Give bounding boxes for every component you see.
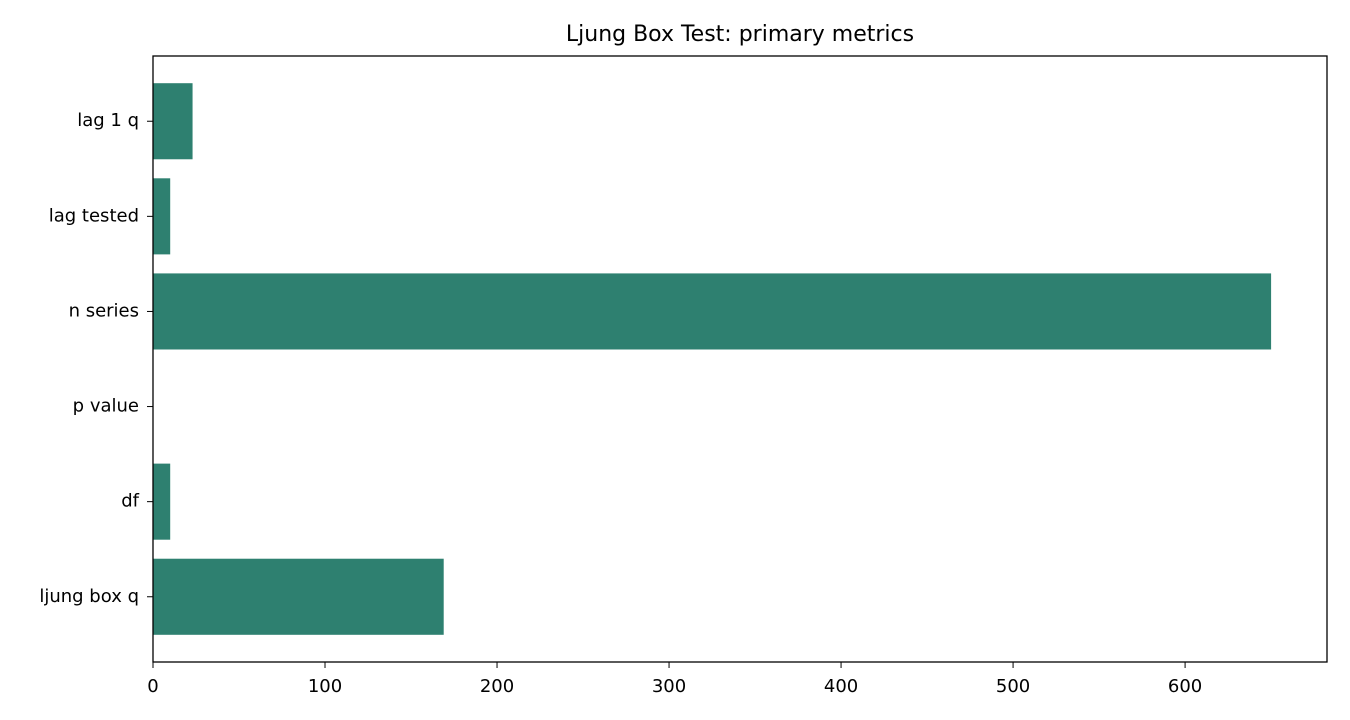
- y-tick-label: p value: [73, 396, 139, 417]
- x-tick-label: 600: [1168, 676, 1202, 697]
- y-tick-label: n series: [69, 300, 139, 321]
- x-tick-label: 200: [480, 676, 514, 697]
- x-tick-label: 0: [147, 676, 158, 697]
- bar: [153, 83, 193, 160]
- y-tick-label: df: [121, 491, 139, 512]
- y-tick-label: ljung box q: [39, 586, 139, 607]
- x-tick-label: 400: [824, 676, 858, 697]
- bar: [153, 463, 171, 540]
- y-tick-label: lag tested: [49, 205, 139, 226]
- bar: [153, 273, 1272, 350]
- plot-frame: [152, 55, 1328, 663]
- x-tick-label: 100: [308, 676, 342, 697]
- x-tick-label: 500: [996, 676, 1030, 697]
- bar: [153, 558, 444, 635]
- x-tick-label: 300: [652, 676, 686, 697]
- bar: [153, 178, 171, 255]
- y-tick-label: lag 1 q: [77, 110, 139, 131]
- chart-title: Ljung Box Test: primary metrics: [566, 22, 914, 47]
